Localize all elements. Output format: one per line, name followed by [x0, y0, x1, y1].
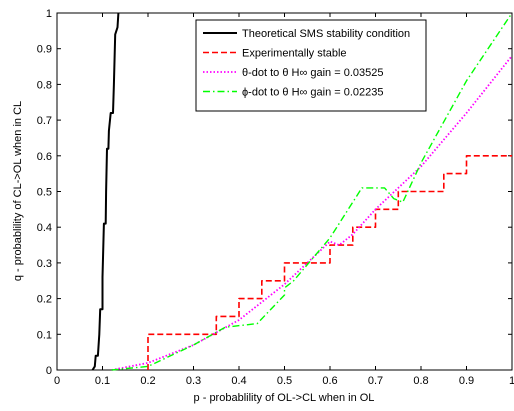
x-tick-label: 0.9 [459, 375, 474, 387]
x-axis-label: p - probablility of OL->CL when in OL [194, 392, 375, 404]
y-tick-label: 0.7 [37, 115, 52, 127]
x-tick-label: 0.8 [413, 375, 428, 387]
series-layer [91, 12, 513, 371]
series-line-2 [147, 155, 512, 370]
legend-label-1: Theoretical SMS stability condition [242, 28, 410, 40]
y-tick-label: 0.1 [37, 329, 52, 341]
series-line-4 [111, 12, 513, 371]
legend: Theoretical SMS stability condition Exper… [195, 19, 427, 112]
y-tick-label: 0.5 [37, 187, 52, 199]
series-line-1 [91, 12, 120, 371]
y-axis-label: q - probablility of CL->OL when in CL [12, 101, 24, 281]
x-tick-label: 0.6 [322, 375, 337, 387]
legend-label-4: ϕ-dot to θ H∞ gain = 0.02235 [242, 87, 384, 99]
y-axis-ticks: 0 0.1 0.2 0.3 0.4 0.5 0.6 0.7 0.8 0.9 1 [37, 8, 512, 377]
x-tick-label: 0.3 [186, 375, 201, 387]
y-tick-label: 1 [46, 8, 52, 20]
x-tick-label: 0.4 [231, 375, 246, 387]
x-tick-label: 0.5 [277, 375, 292, 387]
legend-box [195, 19, 427, 112]
legend-label-3: θ-dot to θ H∞ gain = 0.03525 [242, 67, 383, 79]
y-tick-label: 0.8 [37, 79, 52, 91]
y-tick-label: 0 [46, 365, 52, 377]
x-axis-ticks: 0 0.1 0.2 0.3 0.4 0.5 0.6 0.7 0.8 0.9 1 [54, 13, 514, 387]
y-tick-label: 0.4 [37, 222, 52, 234]
x-tick-label: 0.2 [140, 375, 155, 387]
x-tick-label: 1 [509, 375, 514, 387]
legend-items: Theoretical SMS stability condition Exper… [203, 28, 410, 99]
y-tick-label: 0.9 [37, 44, 52, 56]
y-tick-label: 0.6 [37, 151, 52, 163]
x-tick-label: 0.1 [95, 375, 110, 387]
y-tick-label: 0.3 [37, 258, 52, 270]
x-tick-label: 0.7 [368, 375, 383, 387]
x-tick-label: 0 [54, 375, 60, 387]
legend-label-2: Experimentally stable [242, 48, 347, 60]
y-tick-label: 0.2 [37, 294, 52, 306]
